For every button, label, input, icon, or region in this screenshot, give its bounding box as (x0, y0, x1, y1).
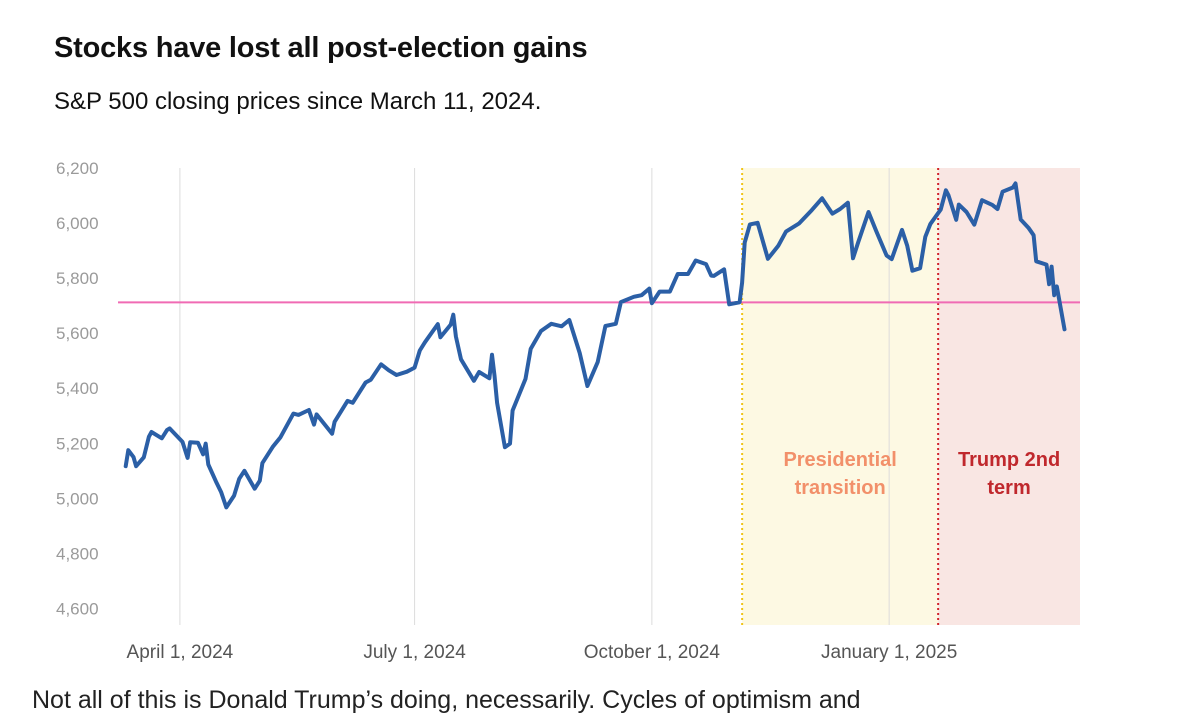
shaded-regions (742, 168, 1080, 625)
y-tick-label: 5,200 (56, 434, 99, 453)
y-tick-label: 5,000 (56, 489, 99, 508)
region-borders (741, 168, 940, 625)
region-labels: Presidential transition Trump 2nd term (783, 449, 1060, 499)
y-tick-label: 4,800 (56, 544, 99, 563)
vertical-gridlines (179, 168, 890, 625)
y-tick-label: 6,000 (56, 214, 99, 233)
y-tick-label: 5,800 (56, 269, 99, 288)
region-label-1: Presidential (783, 449, 896, 471)
chart-subtitle: S&P 500 closing prices since March 11, 2… (54, 88, 542, 115)
y-tick-label: 4,600 (56, 599, 99, 618)
y-tick-label: 6,200 (56, 159, 99, 178)
chart-title: Stocks have lost all post-election gains (54, 32, 588, 64)
x-tick-label: January 1, 2025 (821, 642, 957, 663)
x-tick-label: April 1, 2024 (127, 642, 234, 663)
x-tick-label: July 1, 2024 (363, 642, 466, 663)
series-line-1 (123, 181, 1067, 510)
x-axis-ticks: April 1, 2024 July 1, 2024 October 1, 2024… (127, 642, 958, 663)
price-series (123, 181, 1067, 510)
region-label-2: Trump 2nd (958, 449, 1060, 471)
x-tick-label: October 1, 2024 (584, 642, 721, 663)
region-label-2: term (987, 477, 1030, 499)
region-band-1 (742, 168, 939, 625)
y-tick-label: 5,600 (56, 324, 99, 343)
y-axis-ticks: 6,200 6,000 5,800 5,600 5,400 5,200 5,000 4,800… (56, 159, 99, 618)
region-label-1: transition (795, 477, 886, 499)
region-band-2 (938, 168, 1080, 625)
article-body-text: Not all of this is Donald Trump’s doing,… (32, 686, 861, 714)
y-tick-label: 5,400 (56, 379, 99, 398)
